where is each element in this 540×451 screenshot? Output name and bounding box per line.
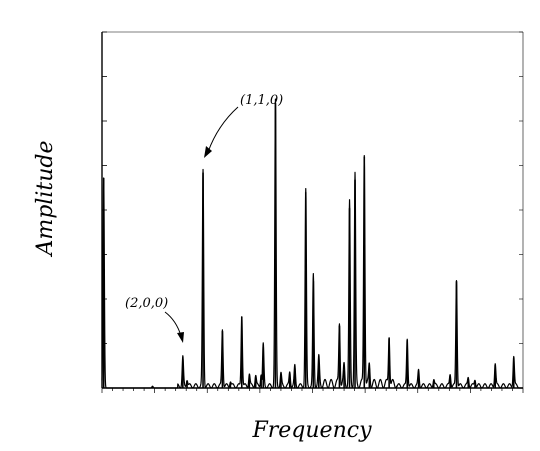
ticks [101, 31, 524, 393]
annotation-200-arrow [164, 311, 182, 337]
x-axis-label: Frequency [252, 418, 373, 443]
annotation-200-label: (2,0,0) [125, 296, 168, 311]
annotation-110-label: (1,1,0) [240, 93, 283, 108]
annotation-110-arrow [207, 106, 239, 153]
annotation-110-arrowhead [204, 146, 212, 158]
annotation-200: (2,0,0) [125, 296, 184, 343]
spectrum-line [101, 98, 524, 389]
annotation-110: (1,1,0) [204, 93, 283, 158]
annotation-200-arrowhead [177, 332, 184, 343]
y-axis-label: Amplitude [33, 140, 58, 257]
